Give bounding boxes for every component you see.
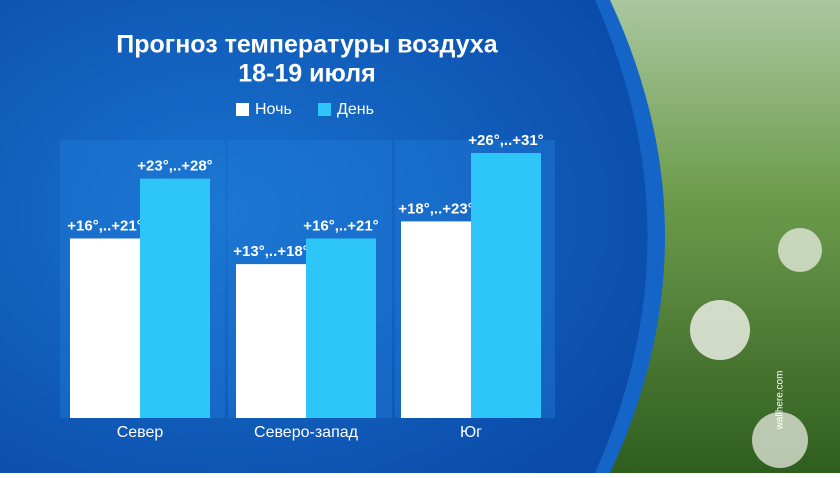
- x-tick-label: Юг: [460, 424, 482, 441]
- flower: [690, 300, 750, 360]
- x-tick-label: Север: [117, 424, 164, 441]
- x-tick-label: Северо-запад: [254, 424, 359, 441]
- legend-swatch: [318, 103, 331, 116]
- chart-title: Прогноз температуры воздуха: [116, 31, 499, 59]
- flower: [752, 412, 808, 468]
- value-label: +13°,..+18°: [233, 243, 308, 260]
- bar: [70, 238, 140, 418]
- watermark: wallhere.com: [775, 371, 786, 431]
- bar: [140, 178, 210, 418]
- value-label: +23°,..+28°: [137, 158, 212, 175]
- legend-label: День: [337, 101, 374, 118]
- legend-swatch: [236, 103, 249, 116]
- value-label: +16°,..+21°: [303, 217, 378, 234]
- bar: [471, 153, 541, 418]
- chart-subtitle: 18-19 июля: [238, 60, 375, 88]
- legend-label: Ночь: [255, 101, 292, 118]
- bar: [236, 264, 306, 418]
- value-label: +16°,..+21°: [67, 217, 142, 234]
- bar: [306, 238, 376, 418]
- bar: [401, 221, 471, 418]
- value-label: +26°,..+31°: [468, 132, 543, 149]
- value-label: +18°,..+23°: [398, 200, 473, 217]
- flower: [778, 228, 822, 272]
